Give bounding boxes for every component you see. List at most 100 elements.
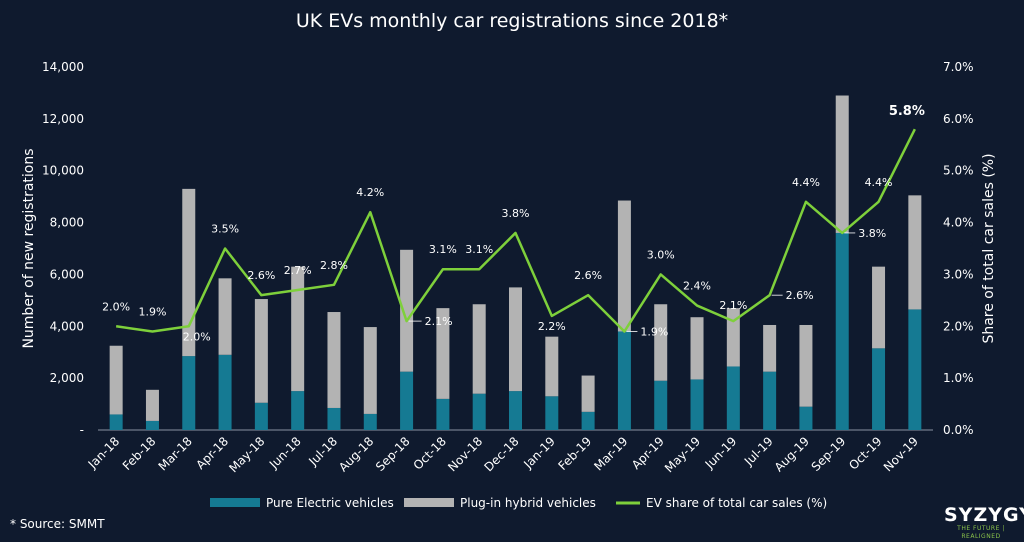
x-tick-label: Aug-19: [772, 434, 812, 474]
share-data-label: 2.1%: [719, 299, 747, 312]
bar-pure-electric: [182, 356, 196, 430]
y2-tick-label: 5.0%: [943, 164, 974, 178]
y-axis-title: Number of new registrations: [21, 148, 37, 348]
x-tick-label: Jul-18: [305, 434, 340, 469]
bar-plug-in-hybrid: [145, 389, 159, 421]
bar-plug-in-hybrid: [545, 336, 559, 397]
bar-pure-electric: [726, 366, 740, 430]
share-data-label: 4.4%: [792, 176, 820, 189]
bar-pure-electric: [799, 406, 813, 430]
share-data-label: 3.5%: [211, 223, 239, 236]
x-tick-label: Nov-19: [881, 434, 921, 474]
bar-pure-electric: [363, 413, 377, 430]
share-data-label: 2.8%: [320, 259, 348, 272]
brand-logo: SYZYGY THE FUTURE | REALIGNED: [944, 504, 1024, 541]
bar-pure-electric: [908, 309, 922, 430]
x-tick-label: Aug-18: [336, 434, 376, 474]
bar-plug-in-hybrid: [400, 249, 414, 372]
bar-plug-in-hybrid: [182, 188, 196, 357]
x-tick-label: Sep-19: [809, 434, 849, 474]
y-tick-label: 2,000: [50, 371, 84, 385]
bar-pure-electric: [327, 407, 341, 430]
y2-tick-label: 3.0%: [943, 267, 974, 281]
x-tick-label: Nov-18: [445, 434, 485, 474]
bar-pure-electric: [218, 354, 232, 430]
bar-pure-electric: [872, 348, 886, 430]
bar-plug-in-hybrid: [726, 308, 740, 367]
bar-plug-in-hybrid: [581, 375, 595, 412]
chart-title: UK EVs monthly car registrations since 2…: [295, 10, 729, 32]
y2-tick-label: 6.0%: [943, 112, 974, 126]
bar-pure-electric: [400, 371, 414, 430]
bar-plug-in-hybrid: [254, 299, 268, 403]
x-tick-label: Oct-19: [846, 434, 884, 472]
bar-plug-in-hybrid: [436, 308, 450, 399]
y2-axis-title: Share of total car sales (%): [981, 153, 997, 343]
x-tick-label: Apr-19: [629, 434, 667, 472]
y2-tick-label: 1.0%: [943, 371, 974, 385]
y2-tick-label: 7.0%: [943, 60, 974, 74]
y-tick-label: 4,000: [50, 319, 84, 333]
x-tick-label: Jun-19: [702, 434, 740, 472]
legend-plug-in-hybrid-label: Plug-in hybrid vehicles: [460, 496, 596, 510]
y-tick-label: 12,000: [42, 112, 84, 126]
y2-tick-label: 0.0%: [943, 423, 974, 437]
y-tick-label: 10,000: [42, 164, 84, 178]
x-tick-label: Feb-18: [120, 434, 159, 473]
y-tick-label: 14,000: [42, 60, 84, 74]
source-note: * Source: SMMT: [10, 517, 105, 531]
share-data-label: 2.6%: [786, 289, 814, 302]
share-data-label: 5.8%: [889, 104, 925, 119]
legend-pure-electric-swatch: [210, 498, 260, 507]
share-data-label: 2.2%: [538, 320, 566, 333]
bar-pure-electric: [509, 391, 522, 430]
bar-plug-in-hybrid: [109, 345, 123, 415]
bar-plug-in-hybrid: [218, 278, 232, 355]
bar-pure-electric: [545, 396, 559, 430]
share-data-label: 3.1%: [429, 243, 457, 256]
x-tick-label: Jan-18: [85, 434, 123, 472]
logo-wordmark: SYZYGY: [944, 504, 1024, 526]
share-data-label: 2.0%: [102, 300, 130, 313]
bar-pure-electric: [690, 379, 704, 430]
bar-plug-in-hybrid: [327, 312, 341, 408]
bar-plug-in-hybrid: [908, 195, 922, 310]
bar-plug-in-hybrid: [617, 200, 631, 332]
y-tick-label: 6,000: [50, 267, 84, 281]
legend-ev-share-label: EV share of total car sales (%): [646, 496, 827, 510]
share-data-label: 1.9%: [138, 305, 166, 318]
bar-plug-in-hybrid: [472, 304, 486, 394]
ev-share-line: [115, 128, 916, 333]
x-tick-label: Jul-19: [741, 434, 776, 469]
y2-tick-label: 4.0%: [943, 216, 974, 230]
share-data-label: 3.8%: [502, 207, 530, 220]
bar-plug-in-hybrid: [799, 324, 813, 407]
share-data-label: 2.1%: [425, 315, 453, 328]
x-tick-label: Dec-18: [481, 434, 521, 474]
bar-pure-electric: [617, 331, 631, 430]
logo-tagline: THE FUTURE | REALIGNED: [957, 525, 1005, 540]
share-data-label: 2.4%: [683, 280, 711, 293]
x-tick-label: Sep-18: [373, 434, 413, 474]
y-tick-label: -: [80, 423, 84, 437]
share-data-label: 3.8%: [858, 227, 886, 240]
share-data-label: 4.2%: [356, 186, 384, 199]
x-tick-label: Mar-18: [156, 434, 195, 473]
x-tick-label: Feb-19: [555, 434, 594, 473]
x-tick-label: Oct-18: [411, 434, 449, 472]
x-tick-label: Jan-19: [520, 434, 558, 472]
x-tick-label: May-18: [226, 434, 267, 475]
bar-pure-electric: [254, 402, 268, 430]
share-data-label: 2.7%: [284, 264, 312, 277]
x-tick-label: May-19: [662, 434, 703, 475]
bar-plug-in-hybrid: [763, 324, 777, 372]
bar-plug-in-hybrid: [509, 287, 522, 392]
share-data-label: 2.6%: [247, 269, 275, 282]
x-tick-label: Apr-18: [193, 434, 231, 472]
bar-pure-electric: [763, 371, 777, 430]
bar-plug-in-hybrid: [835, 95, 849, 233]
bar-plug-in-hybrid: [291, 266, 305, 392]
share-data-label: 4.4%: [865, 176, 893, 189]
